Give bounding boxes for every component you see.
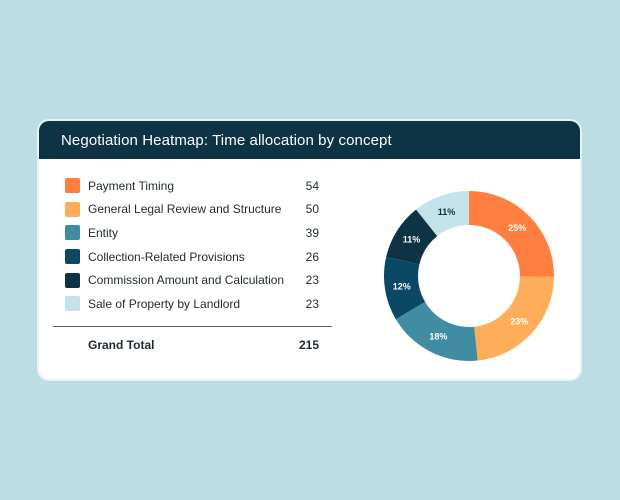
donut-slice [384, 256, 426, 320]
total-divider [53, 326, 332, 327]
legend-value: 54 [305, 178, 319, 193]
donut-chart: 25% 23% 18% 12% 11% 11% [384, 191, 554, 361]
legend-value: 23 [305, 273, 319, 288]
grand-total-label: Grand Total [88, 338, 155, 352]
legend-label: Payment Timing [88, 178, 175, 193]
slice-percent-label: 11% [403, 235, 421, 245]
legend-label: General Legal Review and Structure [88, 202, 282, 217]
donut-slice [416, 191, 469, 237]
legend-row: Commission Amount and Calculation 23 [53, 268, 331, 292]
legend-swatch [65, 201, 80, 217]
chart-title: Negotiation Heatmap: Time allocation by … [61, 131, 392, 149]
legend-row: Payment Timing 54 [53, 174, 331, 198]
slice-percent-label: 18% [429, 332, 447, 342]
grand-total-row: Grand Total 215 [53, 335, 331, 355]
legend-swatch [65, 225, 80, 241]
slice-percent-label: 25% [508, 223, 526, 233]
donut-slice [386, 209, 438, 265]
legend-row: General Legal Review and Structure 50 [53, 198, 331, 222]
legend-value: 23 [305, 296, 319, 311]
legend-value: 26 [305, 249, 319, 264]
legend-swatch [65, 272, 80, 288]
legend-table: Payment Timing 54 General Legal Review and… [53, 174, 331, 316]
legend-label: Entity [88, 225, 119, 240]
card-header: Negotiation Heatmap: Time allocation by … [39, 121, 580, 159]
legend-row: Collection-Related Provisions 26 [53, 245, 331, 269]
legend-swatch [65, 249, 80, 265]
legend-row: Entity 39 [53, 221, 331, 245]
slice-percent-label: 23% [510, 317, 528, 327]
slice-percent-label: 11% [438, 207, 456, 217]
chart-card: Negotiation Heatmap: Time allocation by … [39, 121, 580, 379]
legend-value: 50 [305, 202, 319, 217]
legend-value: 39 [305, 225, 319, 240]
grand-total-value: 215 [298, 338, 319, 352]
donut-slice [474, 276, 554, 361]
donut-slice [469, 191, 554, 277]
legend-row: Sale of Property by Landlord 23 [53, 292, 331, 316]
donut-slice [395, 301, 478, 361]
legend-swatch [65, 296, 80, 312]
legend-label: Commission Amount and Calculation [88, 273, 285, 288]
legend-label: Collection-Related Provisions [88, 249, 245, 264]
legend-label: Sale of Property by Landlord [88, 296, 241, 311]
legend-swatch [65, 178, 80, 194]
slice-percent-label: 12% [393, 281, 411, 291]
